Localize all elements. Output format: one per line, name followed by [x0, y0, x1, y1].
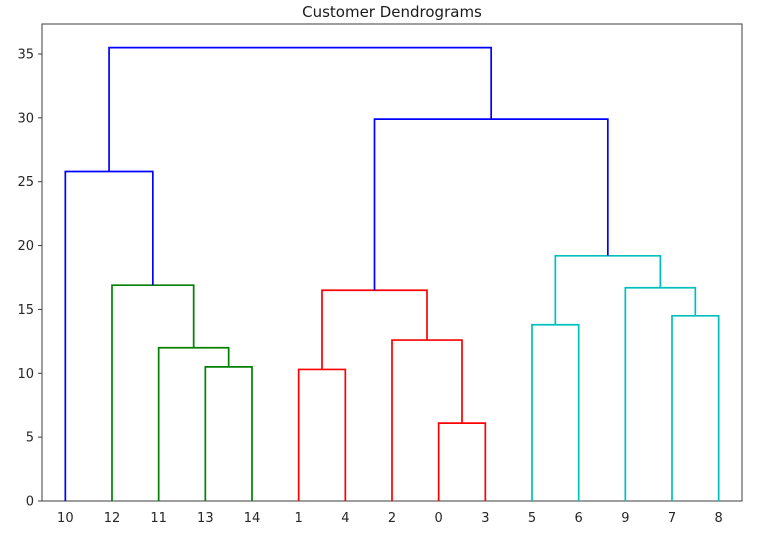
- x-leaf-label: 1: [295, 511, 303, 526]
- y-tick-label: 10: [17, 367, 34, 382]
- dendrogram-link: [554, 254, 662, 325]
- x-leaf-label: 2: [388, 511, 396, 526]
- x-leaf-label: 0: [435, 511, 443, 526]
- y-axis-ticks-layer: 0 5 10 15 20 25 30 35: [17, 48, 42, 510]
- dendrogram-link: [108, 46, 493, 172]
- x-leaf-label: 12: [104, 511, 121, 526]
- dendrogram-link: [204, 366, 253, 501]
- dendrogram-link: [111, 284, 195, 501]
- dendrogram-link: [321, 289, 428, 370]
- dendrogram-link: [391, 339, 463, 501]
- dendrogram-link: [671, 314, 720, 501]
- dendrogram-link: [297, 368, 347, 501]
- x-leaf-label: 14: [244, 511, 261, 526]
- dendrogram-link: [157, 346, 230, 501]
- dendrogram-link: [373, 118, 609, 291]
- dendrogram-link: [64, 170, 154, 501]
- x-leaf-label: 4: [341, 511, 349, 526]
- y-tick-label: 0: [26, 495, 34, 510]
- x-axis-labels-layer: 10 12 11 13 14 1 4 2 0 3 5 6 9 7 8: [57, 511, 723, 526]
- chart-title: Customer Dendrograms: [302, 3, 482, 21]
- y-tick-label: 30: [17, 111, 34, 126]
- y-tick-label: 35: [17, 48, 34, 63]
- x-leaf-label: 6: [575, 511, 583, 526]
- x-leaf-label: 10: [57, 511, 74, 526]
- x-leaf-label: 9: [621, 511, 629, 526]
- x-leaf-label: 3: [481, 511, 489, 526]
- y-tick-label: 20: [17, 239, 34, 254]
- dendrogram-link: [437, 422, 487, 501]
- y-tick-label: 25: [17, 175, 34, 190]
- dendrogram-link: [624, 286, 697, 501]
- x-leaf-label: 13: [197, 511, 214, 526]
- x-leaf-label: 8: [715, 511, 723, 526]
- dendrogram-links-layer: [64, 46, 720, 501]
- y-tick-label: 15: [17, 303, 34, 318]
- x-leaf-label: 11: [150, 511, 167, 526]
- x-leaf-label: 5: [528, 511, 536, 526]
- y-tick-label: 5: [26, 431, 34, 446]
- x-leaf-label: 7: [668, 511, 676, 526]
- dendrogram-link: [531, 323, 580, 501]
